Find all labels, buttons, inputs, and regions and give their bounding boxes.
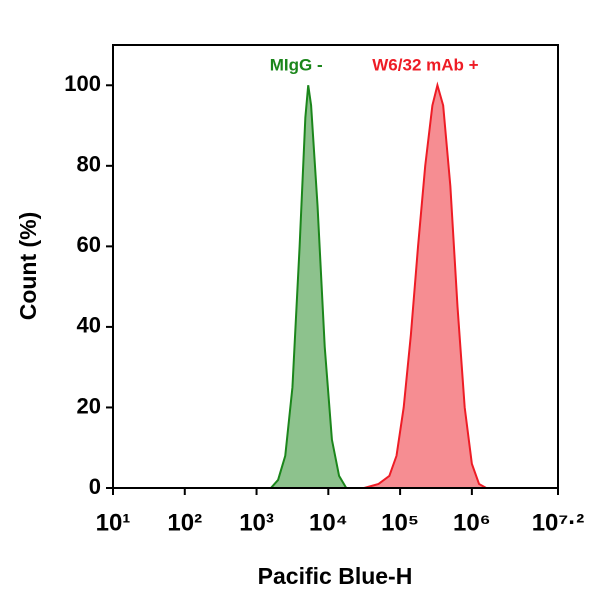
legend-label: MIgG - (270, 55, 323, 74)
legend-label: W6/32 mAb + (372, 55, 478, 74)
x-tick-label: 10⁵ (381, 509, 419, 536)
x-tick-label: 10⁷·² (532, 509, 585, 536)
y-tick-label: 80 (77, 152, 101, 177)
x-tick-label: 10¹ (96, 509, 131, 536)
y-tick-label: 20 (77, 393, 101, 418)
x-tick-label: 10³ (239, 509, 274, 536)
y-tick-label: 0 (89, 474, 101, 499)
histogram-area (268, 85, 349, 489)
histogram-area (363, 81, 491, 489)
x-tick-label: 10⁶ (453, 509, 491, 536)
y-axis-label: Count (%) (15, 212, 41, 321)
y-tick-label: 40 (77, 313, 101, 338)
x-axis-label: Pacific Blue-H (258, 563, 413, 589)
y-tick-label: 60 (77, 232, 101, 257)
x-tick-label: 10² (167, 509, 202, 536)
plot-frame (112, 44, 559, 489)
y-tick-label: 100 (64, 71, 101, 96)
x-tick-label: 10⁴ (309, 509, 348, 536)
